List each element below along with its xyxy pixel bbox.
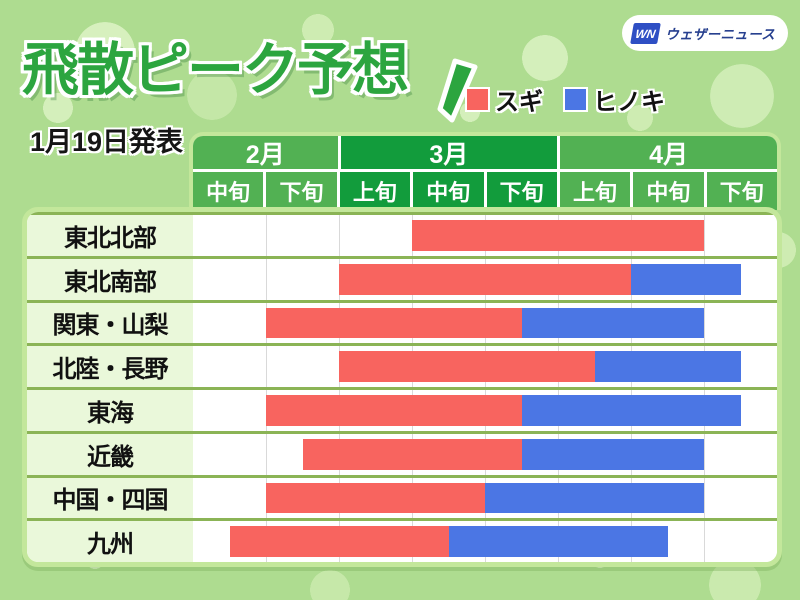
calendar-body: 東北北部 東北南部 関東・山梨 北陸・長野 東海 近畿 中国・四国 九州 (22, 207, 782, 567)
period-header-1-2: 下旬 (483, 172, 557, 210)
wn-logo-icon: WN (630, 22, 662, 44)
hinoki-bar (521, 395, 741, 426)
region-timeline (193, 390, 777, 431)
region-timeline (193, 521, 777, 562)
sugi-bar (266, 482, 485, 514)
hinoki-bar (594, 351, 741, 382)
region-label: 北陸・長野 (27, 346, 193, 387)
table-row: 中国・四国 (27, 474, 777, 519)
table-row: 東北南部 (27, 255, 777, 300)
hinoki-label: ヒノキ (593, 89, 665, 116)
region-label: 関東・山梨 (27, 302, 193, 344)
hinoki-bar (521, 307, 704, 339)
month-header-0: 2月 (193, 136, 338, 169)
sugi-color-swatch (467, 89, 488, 110)
hinoki-bar (448, 526, 668, 557)
period-header-1-0: 上旬 (336, 172, 411, 210)
column-gridline (704, 433, 705, 475)
column-gridline (339, 215, 340, 256)
sugi-bar (412, 220, 704, 251)
month-header-1: 3月 (337, 136, 558, 169)
region-label: 東北南部 (27, 258, 193, 300)
month-header-row: 2月 3月 4月 (193, 136, 777, 169)
month-header-2: 4月 (557, 136, 777, 169)
page-title: 飛散ピーク予想 (22, 38, 409, 102)
announcement-date: 1月19日発表 (30, 127, 184, 157)
table-row: 関東・山梨 (27, 299, 777, 344)
legend-item-sugi: スギ (467, 82, 543, 117)
period-header-row: 中旬 下旬 上旬 中旬 下旬 上旬 中旬 下旬 (193, 169, 777, 210)
sugi-bar (339, 351, 595, 382)
column-gridline (704, 521, 705, 562)
weathernews-logo: WN ウェザーニュース (622, 15, 788, 51)
column-gridline (266, 346, 267, 387)
region-label: 東北北部 (27, 215, 193, 256)
sugi-bar (302, 438, 522, 470)
column-gridline (704, 302, 705, 344)
region-label: 東海 (27, 390, 193, 431)
period-header-0-1: 下旬 (263, 172, 337, 210)
sugi-bar (229, 526, 449, 557)
calendar-header: 2月 3月 4月 中旬 下旬 上旬 中旬 下旬 上旬 中旬 下旬 (189, 132, 781, 210)
period-header-2-0: 上旬 (556, 172, 631, 210)
table-row: 東海 (27, 387, 777, 431)
column-gridline (266, 215, 267, 256)
hinoki-bar (631, 263, 741, 295)
sugi-label: スギ (495, 89, 543, 116)
region-timeline (193, 215, 777, 256)
region-timeline (193, 302, 777, 344)
table-row: 九州 (27, 518, 777, 562)
table-row: 東北北部 (27, 212, 777, 256)
hinoki-bar (485, 482, 704, 514)
legend-item-hinoki: ヒノキ (565, 82, 665, 117)
table-row: 北陸・長野 (27, 343, 777, 387)
hinoki-color-swatch (565, 89, 586, 110)
region-label: 近畿 (27, 433, 193, 475)
column-gridline (704, 215, 705, 256)
region-timeline (193, 477, 777, 519)
period-header-1-1: 中旬 (410, 172, 484, 210)
region-label: 九州 (27, 521, 193, 562)
sugi-bar (266, 395, 522, 426)
sugi-bar (339, 263, 631, 295)
sugi-bar (266, 307, 522, 339)
column-gridline (266, 433, 267, 475)
column-gridline (704, 477, 705, 519)
table-row: 近畿 (27, 430, 777, 475)
title-swoosh-decoration (437, 58, 478, 123)
region-timeline (193, 433, 777, 475)
legend: スギ ヒノキ (467, 82, 665, 117)
period-header-2-2: 下旬 (703, 172, 777, 210)
region-label: 中国・四国 (27, 477, 193, 519)
region-timeline (193, 258, 777, 300)
hinoki-bar (521, 438, 704, 470)
region-timeline (193, 346, 777, 387)
weathernews-logo-text: ウェザーニュース (665, 27, 775, 42)
period-header-2-1: 中旬 (630, 172, 704, 210)
period-header-0-0: 中旬 (193, 172, 264, 210)
column-gridline (266, 258, 267, 300)
